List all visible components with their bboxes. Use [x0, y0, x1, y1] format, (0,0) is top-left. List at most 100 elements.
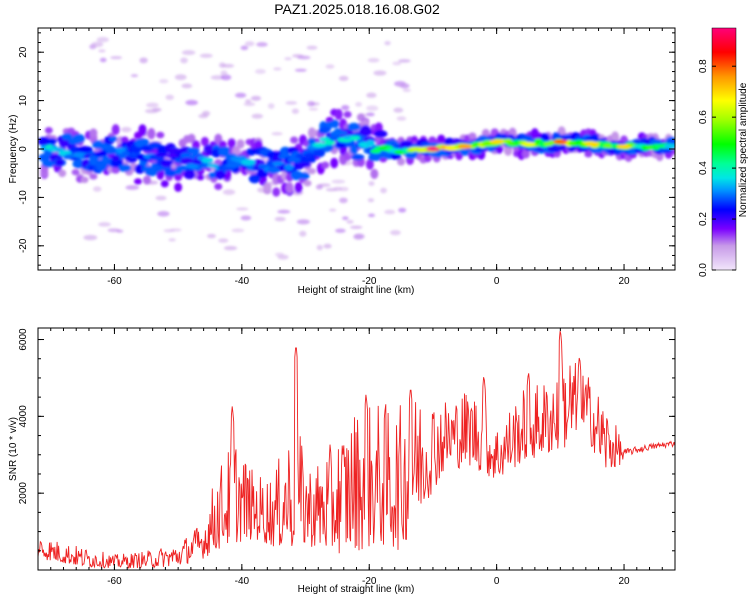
- spectrogram-halo: [80, 176, 89, 184]
- spectrogram-speckle: [231, 228, 245, 233]
- spectrogram-ridge: [304, 152, 315, 158]
- spectrogram-band: [38, 136, 51, 147]
- spectrogram-speckle: [181, 50, 196, 56]
- spectrogram-ridge: [312, 142, 327, 148]
- spectrogram-halo: [218, 140, 227, 149]
- spectrogram-band: [175, 165, 189, 172]
- spectrogram-speckle: [210, 75, 225, 80]
- spectrogram-halo: [174, 182, 183, 192]
- spectrogram-halo: [227, 138, 236, 148]
- spectrogram-speckle: [291, 108, 299, 114]
- spectrogram-speckle: [323, 243, 332, 249]
- spectrogram-speckle: [83, 234, 98, 241]
- spectrogram-ridge: [366, 140, 375, 147]
- spectrogram-speckle: [299, 230, 307, 237]
- snr-ticks: -60 -40 -20 0 20 2000 4000 6000: [18, 328, 676, 587]
- spectrogram-halo: [468, 132, 477, 140]
- spectrogram-ridge: [297, 162, 311, 168]
- spectrogram-band: [330, 119, 340, 129]
- spectrogram-speckle: [159, 79, 169, 84]
- spectrogram-speckle: [338, 75, 349, 81]
- spectrogram-speckle: [234, 92, 247, 98]
- spectrogram-speckle: [168, 238, 176, 242]
- spectrogram-band: [347, 122, 361, 132]
- y-tick-label: 10: [18, 95, 29, 107]
- spectrogram-band: [459, 148, 470, 156]
- spectrogram-ridge: [663, 143, 675, 150]
- spectrogram-ridge: [192, 159, 202, 165]
- spectrogram-speckle: [107, 228, 120, 233]
- spectrogram-peak: [617, 144, 632, 149]
- spectrogram-speckle: [365, 112, 375, 117]
- spectrogram-band: [187, 147, 200, 154]
- spectrogram-halo: [142, 175, 151, 185]
- spectrogram-ridge: [224, 163, 241, 168]
- spectrogram-speckle: [110, 56, 123, 60]
- spectrogram-halo: [374, 122, 383, 133]
- colorbar-tick-label: 0.6: [698, 110, 709, 124]
- x-tick-label: -40: [235, 276, 250, 287]
- spectrogram-band: [47, 138, 57, 145]
- spectrogram-halo: [397, 157, 406, 166]
- spectrogram-peak: [521, 141, 536, 147]
- spectrogram-speckle: [353, 233, 365, 240]
- spectrogram-ridge: [155, 153, 169, 158]
- spectrogram-speckle: [223, 245, 238, 251]
- spectrogram-speckle: [339, 197, 348, 204]
- spectrogram-speckle: [240, 45, 249, 51]
- spectrogram-peak: [553, 139, 568, 144]
- spectrogram-x-label: Height of straight line (km): [298, 285, 415, 296]
- spectrogram-halo: [370, 168, 379, 180]
- spectrogram-band: [41, 159, 55, 168]
- colorbar-label: Normalized spectral amplitude: [738, 82, 749, 217]
- spectrogram-halo: [147, 128, 156, 140]
- x-tick-label: -20: [362, 276, 377, 287]
- spectrogram-speckle: [296, 219, 310, 225]
- spectrogram-band: [540, 133, 550, 143]
- spectrogram-ridge: [105, 147, 116, 155]
- spectrogram-ridge: [240, 159, 256, 166]
- chart-title: PAZ1.2025.018.16.08.G02: [274, 1, 440, 17]
- spectrogram-band: [59, 139, 68, 148]
- spectrogram-speckle: [316, 244, 323, 251]
- spectrogram-speckle: [256, 42, 268, 47]
- spectrogram-speckle: [222, 189, 236, 195]
- spectrogram-speckle: [275, 252, 284, 257]
- spectrogram-halo: [307, 168, 316, 175]
- spectrogram-speckle: [392, 61, 402, 66]
- colorbar: 0.0 0.2 0.4 0.6 0.8 Normalized spectral ampl…: [698, 27, 749, 277]
- spectrogram-speckle: [267, 103, 275, 109]
- spectrogram-speckle: [373, 70, 387, 76]
- spectrogram-band: [256, 169, 269, 178]
- spectrogram-halo: [187, 133, 196, 144]
- spectrogram-speckle: [384, 209, 396, 215]
- spectrogram-ridge: [111, 155, 121, 161]
- x-tick-label: 0: [494, 576, 500, 587]
- spectrogram-image: [38, 36, 675, 260]
- colorbar-scale: [711, 27, 737, 271]
- spectrogram-speckle: [395, 82, 408, 87]
- spectrogram-speckle: [367, 198, 375, 203]
- spectrogram-peak: [585, 141, 600, 147]
- spectrogram-halo: [343, 111, 352, 118]
- spectrogram-speckle: [273, 67, 282, 71]
- spectrogram-speckle: [285, 101, 298, 105]
- y-tick-label: 2000: [18, 482, 29, 505]
- spectrogram-band: [349, 145, 359, 155]
- spectrogram-band: [373, 130, 388, 138]
- colorbar-tick-label: 0.0: [698, 263, 709, 277]
- spectrogram-speckle: [165, 94, 174, 101]
- y-tick-label: 20: [18, 46, 29, 58]
- spectrogram-speckle: [146, 102, 159, 108]
- y-tick-label: -20: [18, 238, 29, 253]
- spectrogram-ridge: [64, 153, 76, 159]
- spectrogram-panel: -60 -40 -20 0 20 -20 -10 0 10 20 Height of straig…: [8, 27, 676, 296]
- spectrogram-band: [54, 158, 65, 166]
- spectrogram-speckle: [341, 104, 350, 111]
- spectrogram-halo: [138, 126, 147, 137]
- x-tick-label: -40: [235, 576, 250, 587]
- spectrogram-speckle: [121, 126, 132, 133]
- spectrogram-speckle: [380, 187, 387, 194]
- spectrogram-ridge: [324, 139, 336, 146]
- spectrogram-ridge: [159, 159, 174, 166]
